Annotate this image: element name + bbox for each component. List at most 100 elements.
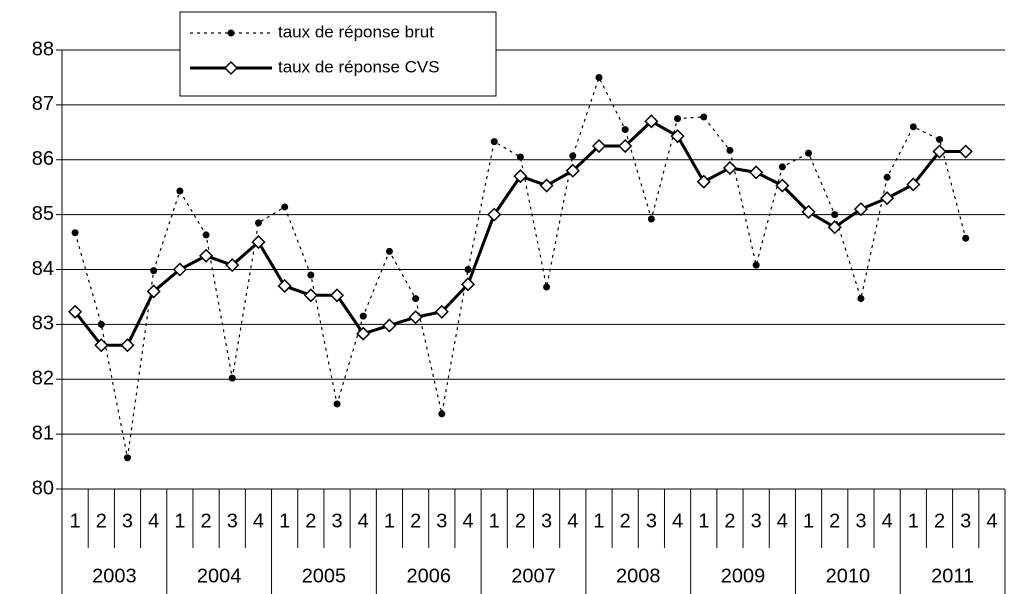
x-tick-label: 2 [724,510,735,532]
point [670,129,685,144]
point [460,277,476,292]
year-label: 2007 [511,565,556,587]
point [329,288,345,303]
point [726,146,734,154]
x-tick-label: 2 [829,510,840,532]
point [464,266,472,273]
x-tick-label: 1 [593,510,604,532]
point [647,215,655,223]
x-tick-label: 1 [384,510,395,532]
point [356,326,371,341]
x-tick-label: 2 [515,510,526,532]
point [176,187,184,195]
x-tick-label: 4 [148,510,159,532]
point [883,173,891,181]
point [487,207,502,222]
point [172,262,187,277]
point [595,73,603,81]
point [827,220,842,235]
point [513,169,528,184]
point [853,202,868,217]
point [438,410,446,418]
point [68,304,83,319]
year-label: 2006 [406,565,451,587]
y-tick-label: 85 [32,203,54,225]
x-tick-label: 1 [698,510,709,532]
point [674,115,682,123]
point [385,247,393,255]
x-tick-label: 4 [567,510,578,532]
year-label: 2008 [616,565,661,587]
point [543,283,551,291]
x-tick-label: 2 [96,510,107,532]
x-tick-label: 1 [489,510,500,532]
point [801,204,816,219]
y-tick-label: 84 [32,258,54,280]
x-tick-label: 2 [620,510,631,532]
point [254,219,262,227]
point [909,123,917,131]
point [958,144,973,159]
year-label: 2009 [721,565,766,587]
x-tick-label: 3 [331,510,342,532]
x-tick-label: 1 [174,510,185,532]
x-tick-label: 3 [541,510,552,532]
point [539,178,554,193]
point [150,267,158,275]
point [434,304,449,319]
point [120,338,135,353]
y-tick-label: 86 [32,148,54,170]
x-tick-label: 3 [960,510,971,532]
year-label: 2003 [92,565,137,587]
point [831,211,839,219]
point [932,144,947,159]
point [906,177,921,192]
point [307,271,315,279]
y-tick-label: 88 [32,38,54,60]
point [97,320,105,328]
point [382,318,397,333]
point [412,295,420,303]
x-tick-label: 2 [934,510,945,532]
legend-box [179,11,497,97]
point [277,278,292,294]
point [700,113,708,121]
point [94,338,109,353]
point [565,163,580,178]
year-label: 2005 [302,565,347,587]
y-tick-label: 80 [32,477,54,499]
x-tick-label: 2 [410,510,421,532]
point [71,229,79,237]
point [199,248,214,263]
point [722,160,738,176]
legend-label: taux de réponse brut [278,22,434,41]
point [618,138,633,154]
year-label: 2004 [197,565,242,587]
point [752,261,760,269]
point [225,258,240,273]
y-tick-label: 82 [32,368,54,390]
point [749,165,764,180]
y-tick-label: 83 [32,313,54,335]
x-tick-label: 2 [305,510,316,532]
point [123,454,131,462]
point [490,138,498,146]
point [333,400,341,408]
x-tick-label: 3 [436,510,447,532]
x-tick-label: 3 [122,510,133,532]
point [228,374,236,382]
point [880,191,895,206]
point [303,288,318,303]
point [408,310,423,325]
point [775,178,790,193]
x-tick-label: 4 [253,510,264,532]
point [251,235,266,250]
point [962,234,970,242]
x-tick-label: 1 [279,510,290,532]
point [202,231,210,239]
point [359,312,367,320]
x-tick-label: 4 [462,510,473,532]
point [591,138,607,154]
point [644,114,659,129]
